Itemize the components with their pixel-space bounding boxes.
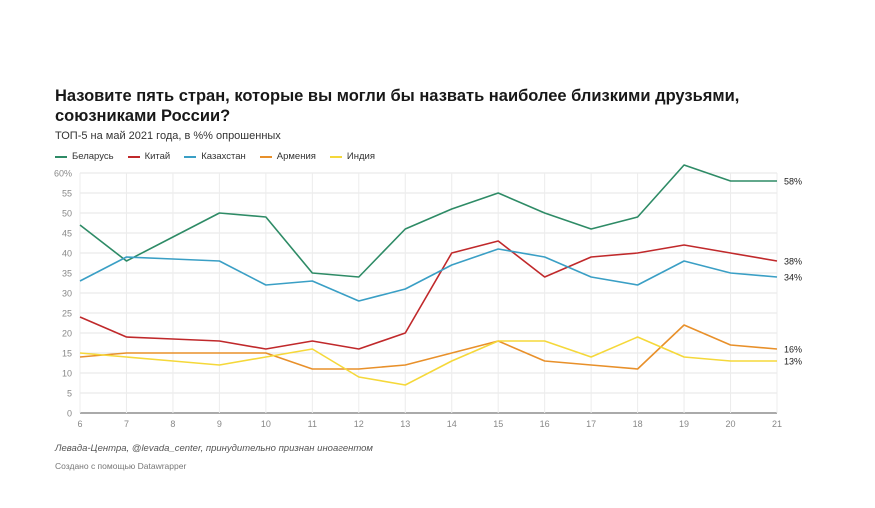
x-tick-label: 10 bbox=[261, 419, 271, 429]
legend-item: Индия bbox=[329, 151, 375, 162]
chart-credit: Создано с помощью Datawrapper bbox=[55, 461, 187, 471]
y-tick-label: 25 bbox=[62, 309, 72, 319]
x-tick-label: 6 bbox=[77, 419, 82, 429]
y-tick-label: 0 bbox=[67, 409, 72, 419]
y-tick-label: 60% bbox=[54, 169, 72, 179]
y-tick-label: 15 bbox=[62, 349, 72, 359]
y-tick-label: 5 bbox=[67, 389, 72, 399]
series-line bbox=[79, 240, 778, 350]
series-end-label: 58% bbox=[784, 177, 802, 187]
x-tick-label: 17 bbox=[586, 419, 596, 429]
series-end-label: 16% bbox=[784, 345, 802, 355]
x-tick-label: 19 bbox=[679, 419, 689, 429]
legend-label: Беларусь bbox=[72, 151, 114, 162]
y-tick-label: 20 bbox=[62, 329, 72, 339]
legend-swatch bbox=[329, 155, 342, 158]
x-tick-label: 12 bbox=[354, 419, 364, 429]
legend-label: Индия bbox=[346, 151, 375, 162]
legend-item: Беларусь bbox=[55, 151, 114, 162]
x-tick-label: 15 bbox=[493, 419, 503, 429]
x-tick-label: 20 bbox=[726, 419, 736, 429]
series-end-label: 13% bbox=[784, 357, 802, 367]
x-tick-label: 7 bbox=[124, 419, 129, 429]
series-end-label: 34% bbox=[784, 273, 802, 283]
x-tick-label: 9 bbox=[217, 419, 222, 429]
chart-source: Левада-Центра, @levada_center, принудите… bbox=[55, 443, 373, 454]
x-tick-label: 8 bbox=[170, 419, 175, 429]
legend-swatch bbox=[259, 155, 272, 158]
x-tick-label: 14 bbox=[447, 419, 457, 429]
x-tick-label: 13 bbox=[400, 419, 410, 429]
x-tick-label: 16 bbox=[540, 419, 550, 429]
legend-label: Казахстан bbox=[201, 151, 246, 162]
legend-item: Армения bbox=[259, 151, 316, 162]
chart-title: Назовите пять стран, которые вы могли бы… bbox=[55, 87, 740, 125]
legend-label: Армения bbox=[276, 151, 316, 162]
y-tick-label: 10 bbox=[62, 369, 72, 379]
x-tick-label: 18 bbox=[633, 419, 643, 429]
series-line bbox=[79, 248, 778, 302]
chart-legend: Беларусь Китай Казахстан Армения Индия bbox=[55, 151, 375, 162]
y-tick-label: 55 bbox=[62, 189, 72, 199]
series-end-label: 38% bbox=[784, 257, 802, 267]
legend-item: Казахстан bbox=[184, 151, 246, 162]
x-tick-label: 21 bbox=[772, 419, 782, 429]
legend-item: Китай bbox=[127, 151, 171, 162]
series-line bbox=[79, 336, 777, 386]
y-tick-label: 45 bbox=[62, 229, 72, 239]
y-tick-label: 35 bbox=[62, 269, 72, 279]
y-tick-label: 30 bbox=[62, 289, 72, 299]
chart-subtitle: ТОП-5 на май 2021 года, в %% опрошенных bbox=[55, 130, 281, 142]
x-tick-label: 11 bbox=[308, 419, 317, 429]
series-line bbox=[79, 164, 777, 278]
y-tick-label: 40 bbox=[62, 249, 72, 259]
legend-label: Китай bbox=[144, 151, 171, 162]
y-tick-label: 50 bbox=[62, 209, 72, 219]
legend-swatch bbox=[127, 155, 140, 158]
legend-swatch bbox=[55, 155, 67, 158]
legend-swatch bbox=[184, 155, 197, 158]
